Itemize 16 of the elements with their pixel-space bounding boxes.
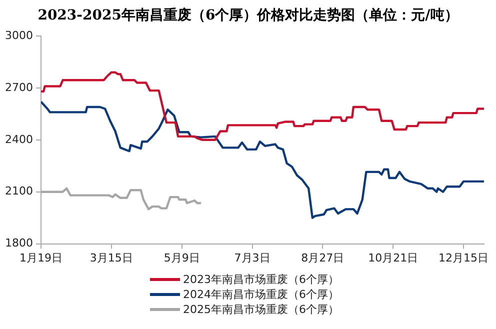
y-tick-label: 1800 (4, 236, 33, 250)
legend-label: 2023年南昌市场重废（6个厚） (183, 272, 339, 287)
x-tick-label: 8月27日 (301, 251, 344, 264)
x-tick-label: 12月15日 (438, 251, 489, 264)
x-tick-label: 7月3日 (234, 251, 270, 264)
x-tick-label: 5月9日 (164, 251, 200, 264)
chart-title: 2023-2025年南昌重废（6个厚）价格对比走势图（单位：元/吨） (38, 6, 458, 24)
y-tick-label: 2400 (4, 132, 33, 146)
legend-label: 2024年南昌市场重废（6个厚） (183, 287, 339, 302)
x-tick-label: 3月15日 (90, 251, 133, 264)
x-tick-label: 10月21日 (368, 251, 418, 264)
y-tick-label: 2100 (4, 184, 33, 198)
x-tick-label: 1月19日 (19, 251, 62, 264)
y-tick-label: 2700 (4, 80, 33, 94)
legend-label: 2025年南昌市场重废（6个厚） (183, 302, 339, 317)
y-tick-label: 3000 (4, 28, 33, 42)
